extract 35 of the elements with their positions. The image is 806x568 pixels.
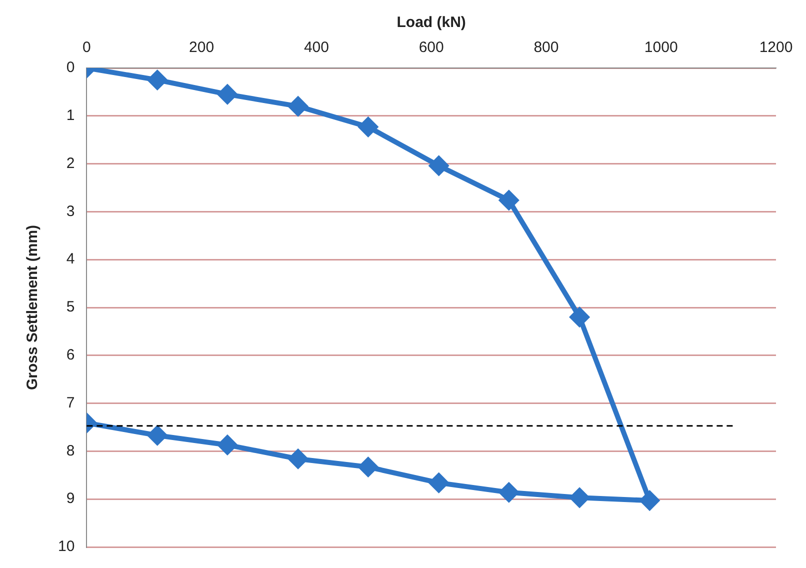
point [218, 435, 237, 454]
point [640, 491, 660, 510]
y-tick-label: 9 [66, 490, 75, 508]
y-tick-label: 3 [66, 202, 75, 220]
y-tick-label: 4 [66, 250, 75, 268]
point [288, 96, 308, 116]
point [148, 70, 167, 90]
x-axis-title: Load (kN) [396, 14, 466, 32]
point [570, 308, 590, 327]
x-tick-label: 0 [82, 39, 91, 56]
y-tick-label: 0 [66, 59, 75, 76]
point [570, 488, 590, 508]
x-tick-label: 400 [304, 39, 329, 56]
y-tick-label: 2 [66, 154, 75, 172]
y-tick-label: 8 [66, 442, 75, 460]
y-axis-title: Gross Settlement (mm) [24, 224, 42, 390]
x-tick-label: 1200 [759, 39, 793, 56]
point [499, 482, 518, 502]
y-tick-label: 1 [66, 107, 75, 124]
x-tick-label: 600 [418, 39, 444, 56]
x-tick-label: 1000 [644, 39, 678, 56]
point [288, 449, 308, 468]
point [148, 426, 167, 445]
x-tick-label: 200 [189, 39, 214, 56]
x-tick-label: 800 [534, 39, 559, 56]
point [358, 117, 378, 136]
point [218, 84, 237, 104]
y-tick-label: 5 [66, 298, 75, 316]
y-tick-label: 6 [66, 346, 75, 364]
y-tick-label: 10 [58, 538, 75, 556]
point [429, 156, 448, 176]
point [499, 190, 518, 210]
point [358, 458, 378, 477]
y-tick-label: 7 [66, 394, 75, 412]
point [429, 473, 448, 492]
